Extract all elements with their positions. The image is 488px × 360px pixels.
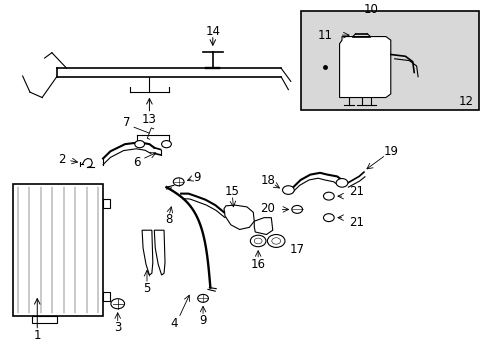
Circle shape — [173, 178, 183, 186]
Text: 14: 14 — [205, 25, 220, 38]
Text: 17: 17 — [289, 243, 304, 256]
Circle shape — [291, 206, 302, 213]
Text: 9: 9 — [193, 171, 201, 184]
Text: 16: 16 — [250, 258, 265, 271]
Polygon shape — [142, 230, 153, 275]
Text: 18: 18 — [260, 174, 275, 187]
Circle shape — [267, 234, 285, 247]
Circle shape — [323, 214, 333, 222]
Circle shape — [250, 235, 265, 247]
Bar — [103, 199, 110, 208]
Circle shape — [135, 140, 144, 148]
Text: 5: 5 — [143, 282, 150, 295]
Text: 1: 1 — [34, 329, 41, 342]
Text: 4: 4 — [170, 317, 177, 330]
Polygon shape — [339, 37, 390, 98]
Text: 21: 21 — [348, 185, 364, 198]
Text: 8: 8 — [165, 213, 172, 226]
Polygon shape — [224, 205, 254, 229]
Polygon shape — [154, 230, 164, 275]
Text: 13: 13 — [142, 113, 157, 126]
Circle shape — [111, 299, 124, 309]
Polygon shape — [254, 218, 272, 234]
Text: 11: 11 — [317, 29, 331, 42]
Text: 2: 2 — [58, 153, 65, 166]
Circle shape — [335, 179, 347, 187]
Text: 10: 10 — [363, 3, 378, 16]
Circle shape — [282, 186, 294, 194]
Text: 15: 15 — [224, 185, 239, 198]
Text: 12: 12 — [458, 95, 473, 108]
Circle shape — [254, 238, 262, 244]
Bar — [103, 292, 110, 301]
Text: 3: 3 — [114, 321, 121, 334]
Text: 21: 21 — [348, 216, 364, 229]
Circle shape — [161, 140, 171, 148]
Text: 20: 20 — [259, 202, 274, 215]
Bar — [32, 316, 57, 323]
Bar — [300, 12, 478, 110]
Circle shape — [323, 192, 333, 200]
Circle shape — [197, 294, 208, 302]
Bar — [13, 184, 103, 316]
Circle shape — [271, 238, 280, 244]
Text: 19: 19 — [383, 145, 397, 158]
Text: 7: 7 — [122, 116, 130, 129]
Text: 6: 6 — [133, 156, 141, 168]
Text: 9: 9 — [199, 314, 206, 327]
